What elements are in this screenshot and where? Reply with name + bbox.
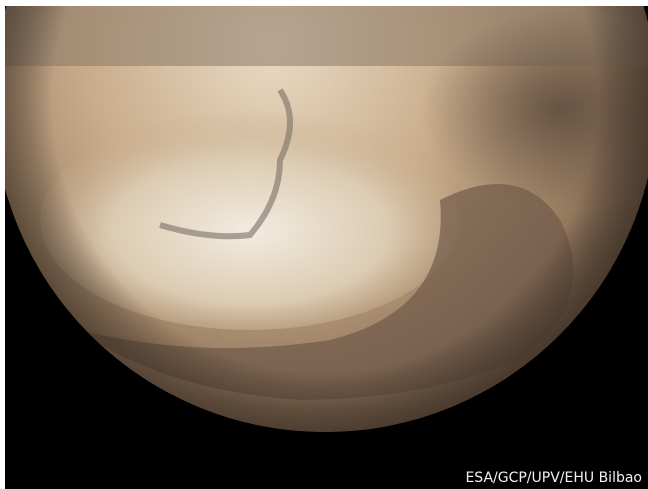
credit: ESA/GCP/UPV/EHU Bilbao xyxy=(465,470,642,486)
limb-darkening xyxy=(5,6,648,432)
